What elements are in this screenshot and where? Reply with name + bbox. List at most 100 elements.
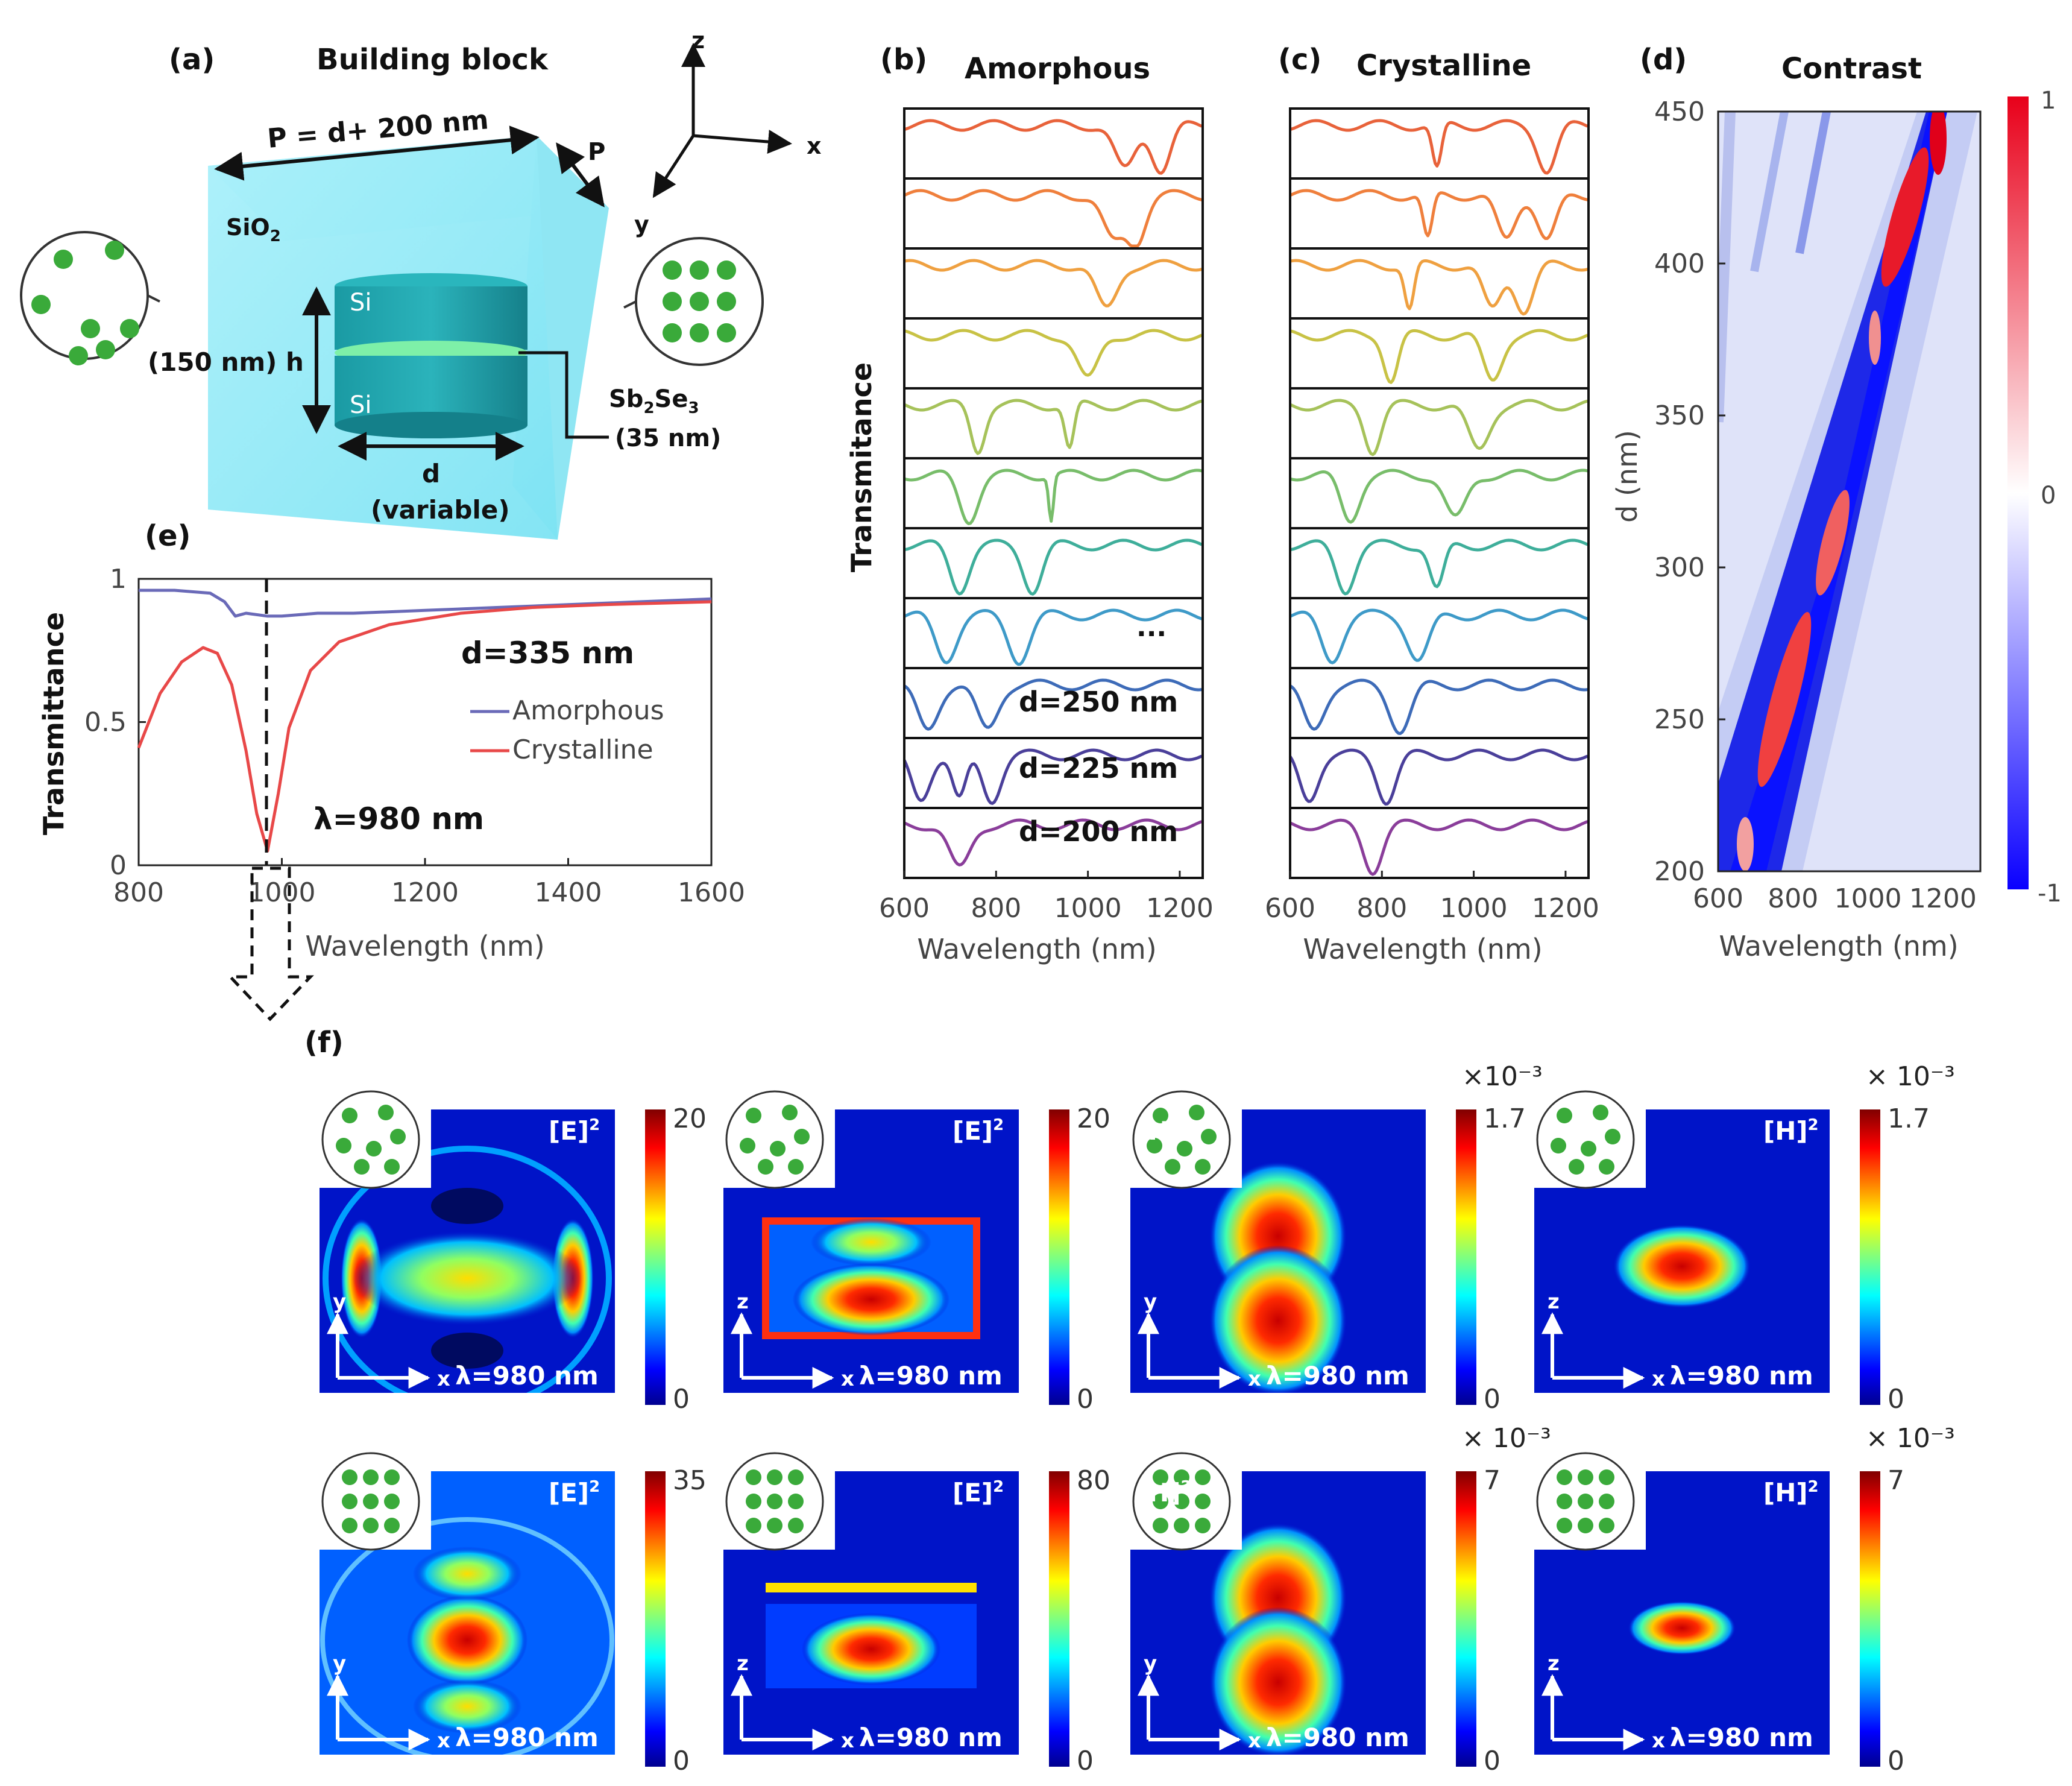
cbar-scale-label: × 10⁻³: [1866, 1423, 1955, 1454]
d-label-200: d=200 nm: [1019, 815, 1178, 848]
field-colorbar: [645, 1471, 666, 1767]
transmission-curve: [904, 259, 1203, 308]
panel-letter-e: (e): [145, 519, 191, 553]
panel-b-title: Amorphous: [965, 52, 1150, 86]
x-tick-label: 1200: [1909, 883, 1977, 914]
x-tick-label: 800: [1356, 893, 1407, 924]
x-tick-label: 1000: [1054, 893, 1122, 924]
x-tick-label: 1200: [1146, 893, 1214, 924]
x-tick-label: 1000: [1440, 893, 1508, 924]
panel-c: (c) Crystalline 600 800 1000 1200 Wavelengt…: [1265, 43, 1599, 965]
period-arrow: [214, 125, 540, 181]
cbar-max-label: 7: [1888, 1465, 1904, 1496]
axis-v-label: z: [737, 1290, 749, 1314]
x-tick-label: 800: [1768, 883, 1818, 914]
field-map-2: [E]2 z x λ=980 nm 20 0: [723, 1090, 1110, 1415]
panel-c-ticks: 600 800 1000 1200: [1265, 871, 1599, 924]
field-quantity-label: [H]2: [1763, 1478, 1819, 1507]
cbar-max-label: 20: [673, 1103, 707, 1134]
field-wavelength-label: λ=980 nm: [455, 1723, 599, 1752]
y-tick-label: 0: [110, 850, 127, 881]
cbar-min-label: 0: [1077, 1384, 1094, 1415]
cbar-max-label: 7: [1484, 1465, 1500, 1496]
panel-e-ticks: 800 1000 1200 1400 1600 1 0.5 0: [84, 564, 745, 908]
axis-h-label: x: [1652, 1367, 1665, 1391]
cbar-tick-mid: 0: [2041, 482, 2056, 510]
transmission-curve: [903, 189, 1203, 248]
diameter-label: d: [422, 459, 440, 488]
field-wavelength-label: λ=980 nm: [1266, 1723, 1409, 1752]
axis-v-label: y: [1144, 1652, 1157, 1676]
cbar-min-label: 0: [1888, 1746, 1904, 1776]
crystalline-lattice-icon: [623, 237, 764, 366]
field-colorbar: [1049, 1471, 1069, 1767]
panel-letter-a: (a): [169, 43, 215, 77]
axis-x-label: x: [807, 133, 822, 159]
axis-y-label: y: [634, 211, 649, 238]
y-tick-label: 1: [110, 564, 127, 595]
sb2se3-callout-line: [518, 351, 609, 439]
stack-frame: [903, 107, 1204, 879]
field-quantity-label: [H]2: [1136, 1116, 1192, 1146]
field-wavelength-label: λ=980 nm: [455, 1361, 599, 1390]
sb2se3-thickness: (35 nm): [615, 424, 721, 452]
field-map-5: [E]2 y x λ=980 nm 35 0: [320, 1452, 707, 1776]
axis-z-label: z: [691, 27, 705, 54]
contrast-colorbar: [2007, 96, 2029, 889]
transmission-curve: [1288, 748, 1589, 806]
cbar-scale-label: ×10⁻³: [1462, 1061, 1543, 1092]
y-tick-label: 400: [1654, 248, 1705, 279]
transmission-curve: [1289, 818, 1589, 876]
transmission-curve: [903, 678, 1202, 731]
x-tick-label: 1000: [248, 877, 316, 908]
crystalline-lattice-icon: [725, 1452, 824, 1551]
stack-frame: [1289, 107, 1590, 879]
legend-amorphous-label: Amorphous: [512, 695, 664, 726]
transmission-curve: [1289, 119, 1589, 175]
x-tick-label: 1000: [1834, 883, 1902, 914]
panel-b-rows: [902, 107, 1204, 879]
field-wavelength-label: λ=980 nm: [1266, 1361, 1409, 1390]
axis-y-arrow: [652, 134, 695, 198]
transmission-curve: [1289, 678, 1588, 735]
lambda-annotation: λ=980 nm: [313, 801, 484, 836]
transmission-curve: [903, 399, 1203, 455]
cbar-max-label: 80: [1077, 1465, 1110, 1496]
axis-v-label: y: [1144, 1290, 1157, 1314]
field-colorbar: [1860, 1109, 1880, 1405]
panel-b-xlabel: Wavelength (nm): [917, 933, 1156, 965]
field-map-4: [H]2 z x λ=980 nm 1.7 0 × 10⁻³: [1534, 1061, 1955, 1415]
x-tick-label: 1200: [391, 877, 459, 908]
transmission-curve: [903, 608, 1203, 666]
cbar-max-label: 35: [673, 1465, 707, 1496]
panel-e-xlabel: Wavelength (nm): [305, 930, 544, 962]
field-wavelength-label: λ=980 nm: [1670, 1723, 1813, 1752]
axis-v-label: z: [1548, 1290, 1560, 1314]
cbar-min-label: 0: [1484, 1384, 1500, 1415]
panel-e-series: [137, 588, 712, 853]
cbar-min-label: 0: [1888, 1384, 1904, 1415]
transmission-curve: [902, 748, 1203, 805]
p-depth-arrow: [556, 142, 605, 207]
transmission-curve: [1289, 259, 1589, 316]
down-arrow: [227, 866, 314, 1021]
diameter-variable: (variable): [371, 495, 510, 525]
series-line-crystalline: [137, 600, 712, 853]
panel-b: (b) Amorphous Transmitance ... d=250 nm …: [845, 43, 1214, 965]
sb2se3-label: Sb2Se3: [609, 385, 699, 417]
panel-letter-b: (b): [880, 43, 927, 77]
field-quantity-label: [E]2: [953, 1478, 1004, 1507]
x-tick-label: 600: [1265, 893, 1315, 924]
panel-a: (a) Building block Si Si SiO2 P = d+ 200…: [20, 27, 822, 540]
x-tick-label: 1400: [535, 877, 602, 908]
panel-c-xlabel: Wavelength (nm): [1303, 933, 1542, 965]
cbar-min-label: 0: [673, 1384, 690, 1415]
si-bottom-label: Si: [350, 391, 372, 419]
field-colorbar: [645, 1109, 666, 1405]
field-quantity-label: [E]2: [953, 1116, 1004, 1146]
cbar-min-label: 0: [673, 1746, 690, 1776]
field-quantity-label: [E]2: [549, 1116, 600, 1146]
x-tick-label: 800: [113, 877, 164, 908]
